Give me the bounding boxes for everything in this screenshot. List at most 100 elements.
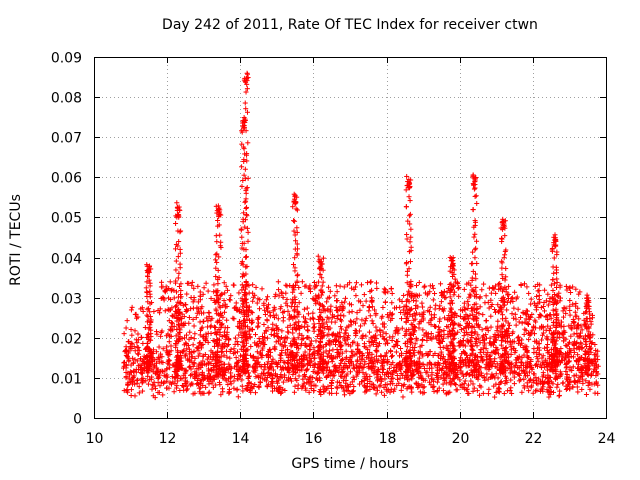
data-point — [292, 218, 298, 224]
data-point — [506, 283, 512, 289]
data-point — [335, 313, 341, 319]
data-point — [243, 254, 249, 260]
data-point — [252, 332, 258, 338]
data-point — [275, 279, 281, 285]
data-point — [583, 392, 589, 398]
x-axis-label: GPS time / hours — [291, 456, 409, 472]
data-point — [243, 254, 249, 260]
data-point — [378, 354, 384, 360]
data-point — [495, 318, 501, 324]
data-point — [129, 304, 135, 310]
data-point — [324, 314, 330, 320]
data-point — [508, 385, 514, 391]
data-point — [374, 285, 380, 291]
data-point — [511, 381, 517, 387]
data-point — [470, 249, 476, 255]
data-point — [244, 204, 250, 210]
data-point — [413, 298, 419, 304]
data-point — [528, 301, 534, 307]
data-point — [324, 299, 330, 305]
data-point — [567, 312, 573, 318]
data-point — [262, 361, 268, 367]
data-point — [554, 267, 560, 273]
data-point — [349, 309, 355, 315]
y-tick-label: 0.02 — [51, 332, 82, 348]
data-point — [348, 319, 354, 325]
data-point — [199, 376, 205, 382]
y-tick-label: 0 — [73, 412, 82, 428]
data-point — [551, 270, 557, 276]
data-point — [571, 373, 577, 379]
data-point — [444, 343, 450, 349]
data-point — [235, 394, 241, 400]
data-point — [495, 351, 501, 357]
data-point — [231, 282, 237, 288]
y-tick-labels: 00.010.020.030.040.050.060.070.080.09 — [51, 51, 82, 428]
data-point — [550, 307, 556, 313]
data-point — [242, 166, 248, 172]
data-point — [554, 384, 560, 390]
data-point — [290, 218, 296, 224]
data-point — [484, 357, 490, 363]
data-point — [583, 378, 589, 384]
data-point — [187, 329, 193, 335]
data-point — [184, 291, 190, 297]
data-point — [244, 70, 250, 76]
data-point — [292, 255, 298, 261]
data-point — [128, 307, 134, 313]
data-point — [245, 140, 251, 146]
data-point — [499, 236, 505, 242]
data-point — [455, 329, 461, 335]
data-point — [158, 351, 164, 357]
data-point — [227, 297, 233, 303]
data-point — [211, 289, 217, 295]
data-point — [505, 388, 511, 394]
data-point — [370, 321, 376, 327]
data-point — [159, 279, 165, 285]
data-point — [387, 381, 393, 387]
data-point — [264, 335, 270, 341]
data-point — [305, 311, 311, 317]
data-point — [341, 313, 347, 319]
y-tick-label: 0.06 — [51, 171, 82, 187]
data-point — [374, 387, 380, 393]
data-point — [521, 331, 527, 337]
data-point — [486, 386, 492, 392]
data-point — [456, 293, 462, 299]
data-point — [420, 361, 426, 367]
data-point — [424, 369, 430, 375]
data-point — [382, 299, 388, 305]
data-point — [461, 333, 467, 339]
data-point — [357, 307, 363, 313]
data-point — [542, 308, 548, 314]
data-point — [424, 362, 430, 368]
data-point — [571, 319, 577, 325]
data-point — [201, 285, 207, 291]
data-point — [389, 300, 395, 306]
data-point — [516, 319, 522, 325]
data-point — [332, 293, 338, 299]
data-point — [563, 342, 569, 348]
data-point — [174, 200, 180, 206]
data-point — [167, 365, 173, 371]
data-point — [192, 331, 198, 337]
data-point — [157, 383, 163, 389]
data-point — [404, 232, 410, 238]
data-point — [337, 330, 343, 336]
data-point — [508, 377, 514, 383]
data-point — [253, 284, 259, 290]
data-point — [555, 381, 561, 387]
x-tick-label: 10 — [86, 431, 104, 447]
data-point — [291, 191, 297, 197]
data-point — [573, 286, 579, 292]
data-point — [498, 342, 504, 348]
data-point — [268, 332, 274, 338]
data-point — [389, 354, 395, 360]
data-point — [397, 304, 403, 310]
data-point — [243, 198, 249, 204]
data-point — [567, 307, 573, 313]
data-point — [366, 329, 372, 335]
data-point — [123, 325, 129, 331]
data-point — [320, 279, 326, 285]
data-point — [358, 282, 364, 288]
